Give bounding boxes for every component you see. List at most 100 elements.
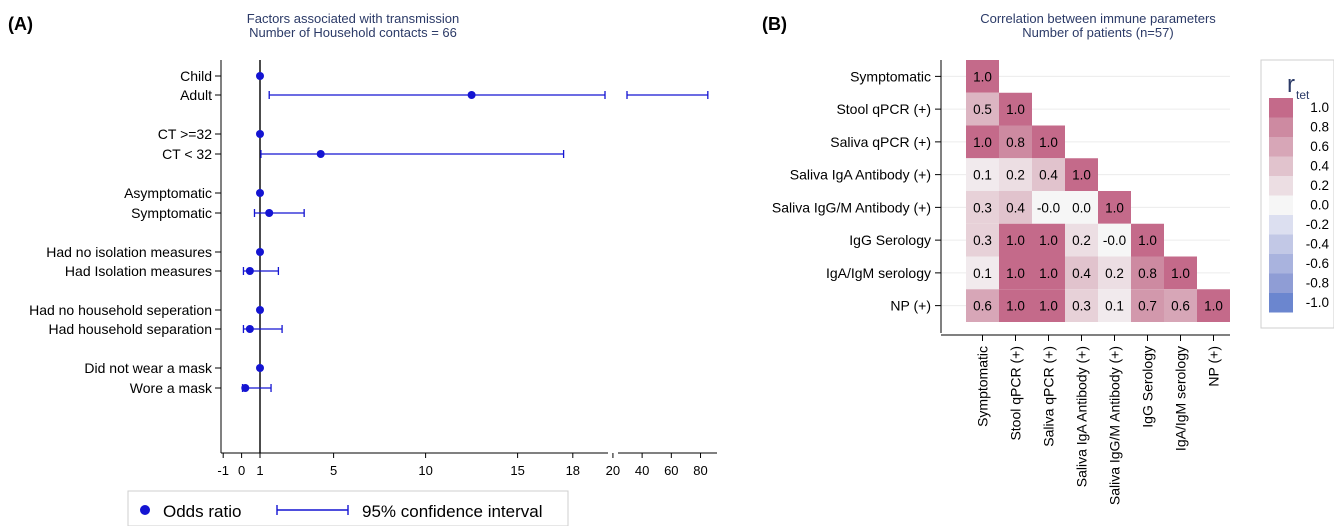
colorbar-tick-label: -0.4 (1306, 237, 1330, 252)
heatmap-cell (1164, 256, 1197, 290)
heatmap-col-label: NP (+) (1206, 346, 1222, 387)
odds-ratio-point (241, 384, 250, 392)
heatmap-cell-value: 1.0 (1138, 233, 1157, 248)
heatmap-cell (999, 191, 1032, 224)
colorbar-swatch (1269, 98, 1293, 118)
legend-ci: 95% confidence interval (362, 502, 543, 521)
row-label: Did not wear a mask (84, 360, 213, 376)
heatmap-cell (1032, 158, 1065, 191)
heatmap-cell (999, 92, 1032, 126)
heatmap-cell-value: 0.4 (1006, 200, 1025, 215)
colorbar-tick-label: 0.4 (1310, 159, 1329, 174)
row-label: Had household separation (49, 321, 212, 337)
heatmap-row-label: NP (+) (890, 298, 931, 314)
odds-ratio-point (265, 209, 274, 217)
heatmap-cell-value: 1.0 (1006, 102, 1025, 117)
x-tick-label: 60 (664, 463, 678, 478)
heatmap-cell (1098, 191, 1131, 224)
colorbar-tick-label: -0.6 (1306, 256, 1329, 271)
heatmap-cell (999, 223, 1032, 257)
colorbar-swatch (1269, 234, 1293, 254)
colorbar-tick-label: 0.6 (1310, 139, 1329, 154)
colorbar-title-sub: tet (1296, 88, 1310, 102)
heatmap-cell (966, 289, 999, 322)
heatmap-cell-value: 0.6 (1171, 299, 1190, 314)
heatmap-row-label: IgA/IgM serology (826, 265, 931, 281)
heatmap-cell-value: 1.0 (1006, 299, 1025, 314)
row-label: CT < 32 (162, 146, 212, 162)
heatmap-cell (999, 158, 1032, 191)
heatmap-cell-value: 1.0 (1039, 233, 1058, 248)
heatmap-cell-value: 0.3 (1072, 299, 1091, 314)
x-tick-label: 40 (635, 463, 649, 478)
heatmap-cell-value: 1.0 (1039, 266, 1058, 281)
colorbar-tick-label: 1.0 (1310, 100, 1329, 115)
heatmap-cell-value: 1.0 (973, 135, 992, 150)
colorbar-swatch (1269, 273, 1293, 293)
heatmap-cell-value: 1.0 (1006, 233, 1025, 248)
colorbar-swatch (1269, 293, 1293, 313)
heatmap-cell-value: 1.0 (1204, 299, 1223, 314)
heatmap-cell (1164, 289, 1197, 322)
heatmap-cell (1131, 223, 1164, 257)
heatmap-cell-value: 1.0 (1039, 299, 1058, 314)
heatmap-cell (1065, 223, 1098, 257)
heatmap-cell-value: 1.0 (1072, 168, 1091, 183)
colorbar-swatch (1269, 137, 1293, 157)
heatmap-cell (1098, 256, 1131, 290)
heatmap-cell-value: 0.2 (1105, 266, 1124, 281)
heatmap-cell-value: 0.8 (1138, 266, 1157, 281)
heatmap-cell-value: 0.6 (973, 299, 992, 314)
chart-a-subtitle: Number of Household contacts = 66 (249, 25, 457, 40)
panel-label-b: (B) (762, 14, 787, 34)
row-label: Had Isolation measures (65, 263, 212, 279)
odds-ratio-point (316, 150, 325, 158)
x-tick-label: 1 (256, 463, 263, 478)
heatmap-cell-value: -0.0 (1103, 233, 1126, 248)
heatmap-cell (1032, 256, 1065, 290)
heatmap-cell (1065, 191, 1098, 224)
odds-ratio-point (256, 189, 264, 197)
heatmap-row-label: Saliva IgG/M Antibody (+) (772, 199, 931, 215)
heatmap-cell-value: -0.0 (1037, 200, 1060, 215)
heatmap-cell-value: 1.0 (973, 69, 992, 84)
colorbar-swatch (1269, 254, 1293, 274)
x-tick-label: 20 (606, 463, 620, 478)
heatmap-cell-value: 1.0 (1006, 266, 1025, 281)
heatmap-cell-value: 1.0 (1105, 200, 1124, 215)
heatmap-cell-value: 0.1 (973, 266, 992, 281)
heatmap-cell (1065, 158, 1098, 191)
x-tick-label: -1 (217, 463, 229, 478)
colorbar-title: r (1287, 71, 1295, 98)
row-label: Asymptomatic (124, 185, 212, 201)
chart-a-title: Factors associated with transmission (247, 11, 459, 26)
heatmap-cell (999, 125, 1032, 159)
legend-dot-marker (140, 505, 150, 515)
colorbar-tick-label: -0.8 (1306, 276, 1329, 291)
x-tick-label: 80 (693, 463, 707, 478)
heatmap-cell-value: 1.0 (1039, 135, 1058, 150)
colorbar-tick-label: -0.2 (1306, 217, 1329, 232)
odds-ratio-point (256, 130, 264, 138)
x-tick-label: 10 (418, 463, 432, 478)
legend-odds-ratio: Odds ratio (163, 502, 241, 521)
odds-ratio-point (245, 325, 254, 333)
colorbar-swatch (1269, 176, 1293, 196)
heatmap-cell (1098, 289, 1131, 322)
heatmap-cell-value: 0.0 (1072, 200, 1091, 215)
heatmap-cell (1098, 223, 1131, 257)
row-label: Child (180, 68, 212, 84)
heatmap-row-label: Stool qPCR (+) (836, 101, 931, 117)
heatmap-cell (966, 191, 999, 224)
heatmap-cell-value: 0.4 (1039, 168, 1058, 183)
heatmap-cell-value: 0.2 (1006, 168, 1025, 183)
heatmap-cell (1032, 223, 1065, 257)
heatmap-cell (1065, 256, 1098, 290)
heatmap-cell-value: 0.8 (1006, 135, 1025, 150)
heatmap-cell-value: 0.7 (1138, 299, 1157, 314)
heatmap-col-label: Stool qPCR (+) (1008, 346, 1024, 441)
panel-label-a: (A) (8, 14, 33, 34)
colorbar-tick-label: 0.2 (1310, 178, 1329, 193)
x-tick-label: 0 (238, 463, 245, 478)
